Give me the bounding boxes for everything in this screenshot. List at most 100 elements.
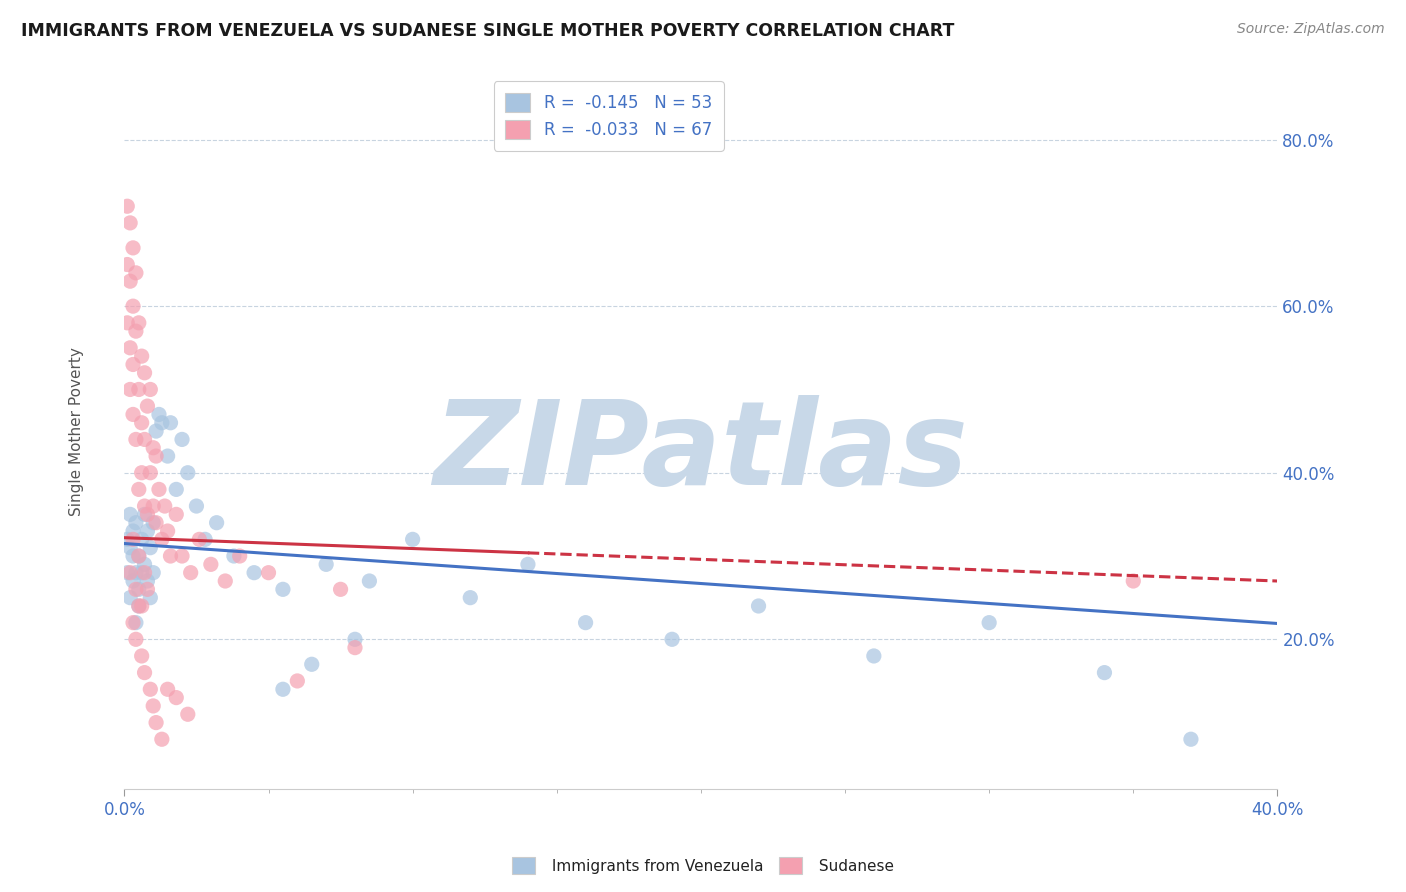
Point: [200, 558, 222, 572]
Point: [131, 566, 153, 580]
Point: [131, 599, 153, 613]
Point: [125, 615, 148, 630]
Point: [128, 582, 150, 597]
Point: [142, 441, 165, 455]
Point: [159, 416, 181, 430]
Point: [136, 508, 159, 522]
Point: [170, 549, 193, 563]
Point: [145, 516, 167, 530]
Point: [156, 449, 179, 463]
Point: [125, 632, 148, 647]
Point: [401, 533, 423, 547]
Point: [142, 566, 165, 580]
Point: [125, 582, 148, 597]
Point: [145, 715, 167, 730]
Point: [165, 483, 187, 497]
Point: [139, 682, 162, 697]
Y-axis label: Single Mother Poverty: Single Mother Poverty: [69, 347, 84, 516]
Point: [271, 682, 294, 697]
Point: [139, 591, 162, 605]
Point: [125, 324, 148, 338]
Point: [359, 574, 381, 588]
Point: [117, 316, 139, 330]
Point: [117, 566, 139, 580]
Point: [516, 558, 538, 572]
Point: [120, 566, 142, 580]
Point: [343, 640, 366, 655]
Point: [122, 533, 145, 547]
Point: [205, 516, 228, 530]
Text: Source: ZipAtlas.com: Source: ZipAtlas.com: [1237, 22, 1385, 37]
Point: [139, 541, 162, 555]
Point: [120, 541, 142, 555]
Point: [120, 591, 142, 605]
Point: [120, 383, 142, 397]
Point: [125, 266, 148, 280]
Point: [257, 566, 280, 580]
Point: [1094, 665, 1116, 680]
Point: [136, 399, 159, 413]
Point: [134, 499, 156, 513]
Point: [148, 408, 170, 422]
Point: [156, 682, 179, 697]
Point: [315, 558, 337, 572]
Point: [863, 648, 886, 663]
Point: [122, 549, 145, 563]
Point: [979, 615, 1001, 630]
Point: [125, 566, 148, 580]
Point: [139, 466, 162, 480]
Point: [131, 533, 153, 547]
Point: [214, 574, 236, 588]
Point: [1180, 732, 1202, 747]
Point: [128, 316, 150, 330]
Point: [128, 549, 150, 563]
Point: [122, 299, 145, 313]
Point: [186, 499, 208, 513]
Point: [285, 673, 308, 688]
Point: [271, 582, 294, 597]
Point: [122, 574, 145, 588]
Point: [122, 408, 145, 422]
Point: [131, 648, 153, 663]
Point: [128, 549, 150, 563]
Text: IMMIGRANTS FROM VENEZUELA VS SUDANESE SINGLE MOTHER POVERTY CORRELATION CHART: IMMIGRANTS FROM VENEZUELA VS SUDANESE SI…: [21, 22, 955, 40]
Point: [170, 433, 193, 447]
Point: [150, 416, 173, 430]
Point: [122, 241, 145, 255]
Point: [159, 549, 181, 563]
Point: [128, 483, 150, 497]
Point: [117, 533, 139, 547]
Point: [120, 341, 142, 355]
Point: [117, 258, 139, 272]
Point: [661, 632, 683, 647]
Point: [153, 499, 176, 513]
Point: [136, 582, 159, 597]
Point: [458, 591, 481, 605]
Point: [134, 433, 156, 447]
Point: [329, 582, 352, 597]
Point: [150, 533, 173, 547]
Point: [142, 499, 165, 513]
Point: [177, 707, 200, 722]
Point: [188, 533, 211, 547]
Legend: R =  -0.145   N = 53, R =  -0.033   N = 67: R = -0.145 N = 53, R = -0.033 N = 67: [494, 81, 724, 151]
Point: [125, 433, 148, 447]
Point: [125, 516, 148, 530]
Point: [150, 732, 173, 747]
Point: [120, 216, 142, 230]
Point: [122, 615, 145, 630]
Legend:  Immigrants from Venezuela,  Sudanese: Immigrants from Venezuela, Sudanese: [506, 851, 900, 880]
Point: [134, 366, 156, 380]
Point: [177, 466, 200, 480]
Point: [139, 383, 162, 397]
Point: [148, 483, 170, 497]
Point: [128, 383, 150, 397]
Point: [134, 558, 156, 572]
Point: [301, 657, 323, 672]
Point: [122, 358, 145, 372]
Point: [131, 416, 153, 430]
Point: [1122, 574, 1144, 588]
Point: [243, 566, 266, 580]
Point: [131, 466, 153, 480]
Point: [165, 508, 187, 522]
